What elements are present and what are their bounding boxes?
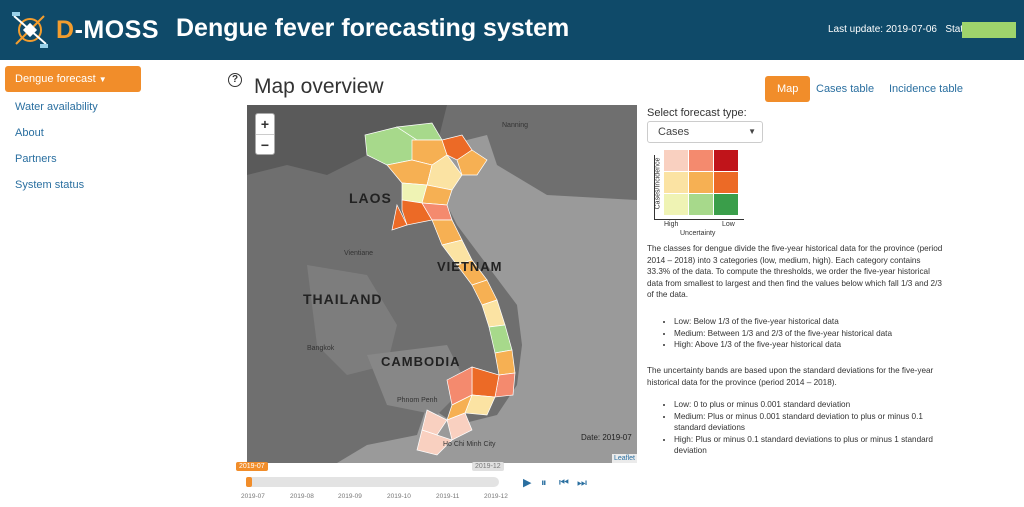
uncertainty-list: Low: 0 to plus or minus 0.001 standard d… <box>664 399 944 457</box>
dropdown-arrow-icon: ▼ <box>748 127 756 136</box>
legend-x-high: High <box>664 221 679 228</box>
list-item: Medium: Plus or minus 0.001 standard dev… <box>674 411 944 434</box>
skip-last-button-icon[interactable]: ⏭ <box>577 476 587 489</box>
app-title: Dengue fever forecasting system <box>176 14 570 42</box>
zoom-in-button[interactable]: + <box>260 116 270 132</box>
classes-list: Low: Below 1/3 of the five-year historic… <box>664 316 944 351</box>
map-canvas[interactable] <box>247 105 637 463</box>
legend-x-label: Uncertainty <box>680 230 716 237</box>
forecast-type-value: Cases <box>658 126 690 138</box>
legend-x-low: Low <box>722 221 735 228</box>
sidebar-item-dengue-forecast[interactable]: Dengue forecast ▼ <box>5 66 141 92</box>
legend-cell <box>714 172 738 193</box>
map-label-laos: LAOS <box>349 190 392 206</box>
satellite-mosquito-logo-icon <box>12 12 48 48</box>
forecast-type-label: Select forecast type: <box>647 107 747 119</box>
page-title: Map overview <box>254 75 384 98</box>
legend-cell <box>689 194 713 215</box>
skip-first-button-icon[interactable]: ⏮ <box>559 476 569 489</box>
list-item: Low: 0 to plus or minus 0.001 standard d… <box>674 399 944 411</box>
timeline-tick: 2019-12 <box>484 493 508 500</box>
leaflet-attribution-link[interactable]: Leaflet <box>611 454 637 463</box>
list-item: High: Above 1/3 of the five-year histori… <box>674 339 944 351</box>
last-update-text: Last update: 2019-07-06 <box>828 24 937 35</box>
sidebar-item-label: Dengue forecast <box>15 73 96 85</box>
list-item: Medium: Between 1/3 and 2/3 of the five-… <box>674 328 944 340</box>
tab-map[interactable]: Map <box>765 76 811 102</box>
legend-cell <box>714 150 738 171</box>
pause-button-icon[interactable]: ⏸ <box>541 476 547 489</box>
zoom-out-button[interactable]: − <box>256 134 274 154</box>
map-city-ho-chi-minh: Ho Chi Minh City <box>443 441 496 448</box>
uncertainty-description: The uncertainty bands are based upon the… <box>647 366 934 387</box>
caret-down-icon: ▼ <box>98 75 107 84</box>
timeline-tick: 2019-08 <box>290 493 314 500</box>
zoom-control: + − <box>255 113 275 155</box>
map-city-phnom-penh: Phnom Penh <box>397 397 438 404</box>
forecast-map[interactable]: + − LAOS THAILAND VIETNAM CAMBODIA Nanni… <box>247 105 637 463</box>
timeline-tick: 2019-10 <box>387 493 411 500</box>
brand-d: D <box>56 16 75 44</box>
forecast-type-select[interactable]: Cases ▼ <box>647 121 763 143</box>
map-date: Date: 2019-07 <box>581 433 632 442</box>
sidebar-item-about[interactable]: About <box>15 127 44 139</box>
legend-cell <box>689 150 713 171</box>
map-label-thailand: THAILAND <box>303 291 383 307</box>
list-item: High: Plus or minus 0.1 standard deviati… <box>674 434 944 457</box>
brand-rest: -MOSS <box>74 16 160 44</box>
map-city-vientiane: Vientiane <box>344 250 374 257</box>
list-item: Low: Below 1/3 of the five-year historic… <box>674 316 944 328</box>
legend-cell <box>689 172 713 193</box>
status-label: Status: <box>945 24 977 35</box>
legend-cell <box>664 150 688 171</box>
last-update-status: Last update: 2019-07-06 Status: <box>828 24 976 35</box>
timeline-slider[interactable] <box>247 477 499 487</box>
map-label-vietnam: VIETNAM <box>437 259 503 274</box>
legend-x-axis <box>654 219 744 220</box>
question-circle-icon[interactable]: ? <box>228 73 242 87</box>
classes-description: The classes for dengue divide the five-y… <box>647 244 943 299</box>
sidebar-item-partners[interactable]: Partners <box>15 153 57 165</box>
legend-grid <box>664 150 738 215</box>
timeline-current-label: 2019-07 <box>236 462 268 471</box>
sidebar-item-system-status[interactable]: System status <box>15 179 85 191</box>
legend-y-axis <box>654 155 655 219</box>
map-label-cambodia: CAMBODIA <box>381 354 461 369</box>
status-indicator <box>962 22 1016 38</box>
map-city-bangkok: Bangkok <box>307 345 335 352</box>
timeline-end-label: 2019-12 <box>472 462 504 471</box>
app-header: D-MOSS Dengue fever forecasting system L… <box>0 0 1024 60</box>
tab-cases-table[interactable]: Cases table <box>816 83 875 95</box>
legend-cell <box>664 194 688 215</box>
timeline-tick: 2019-09 <box>338 493 362 500</box>
timeline-tick: 2019-07 <box>241 493 265 500</box>
legend-cell <box>714 194 738 215</box>
sidebar-item-water-availability[interactable]: Water availability <box>15 101 98 113</box>
timeline-slider-handle[interactable] <box>246 477 252 487</box>
map-city-nanning: Nanning <box>502 122 529 129</box>
brand-name: D-MOSS <box>56 16 159 45</box>
play-button-icon[interactable]: ▶ <box>523 476 532 489</box>
timeline-tick: 2019-11 <box>436 493 460 500</box>
legend-cell <box>664 172 688 193</box>
sidebar-nav: Dengue forecast ▼ Water availability Abou… <box>0 66 150 198</box>
legend-y-label: Cases/Incidence <box>654 157 662 210</box>
tab-incidence-table[interactable]: Incidence table <box>889 83 963 95</box>
